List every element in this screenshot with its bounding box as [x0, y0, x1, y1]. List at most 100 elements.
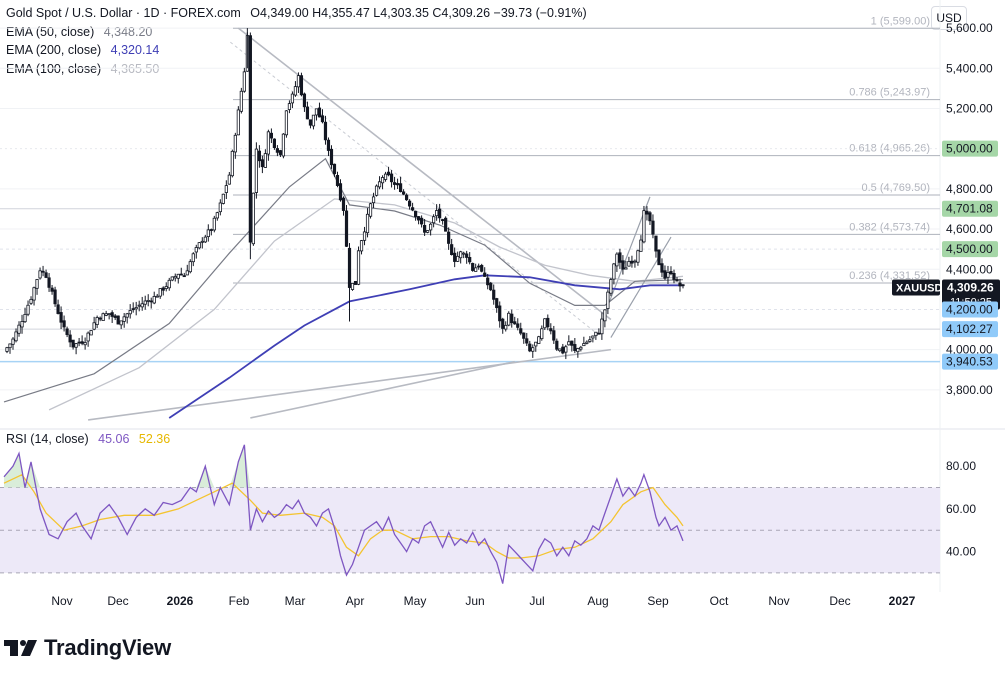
candle — [71, 339, 75, 350]
candle-body — [188, 261, 192, 273]
candle — [645, 206, 649, 221]
candle-body — [17, 324, 21, 334]
candle-body — [257, 150, 261, 162]
candle — [233, 132, 237, 159]
candle-body — [194, 247, 198, 253]
candle — [104, 310, 108, 317]
candle-body — [474, 267, 478, 272]
candle-body — [374, 185, 379, 196]
candle-body — [371, 196, 376, 204]
candle-body — [308, 119, 313, 126]
candle — [377, 176, 382, 190]
price-tick-label: 4,800.00 — [946, 182, 993, 196]
candle-body — [365, 213, 370, 234]
symbol-title[interactable]: Gold Spot / U.S. Dollar · 1D · FOREX.com — [6, 6, 241, 20]
candle-body — [149, 300, 153, 303]
candle-body — [576, 348, 580, 353]
candle — [77, 337, 81, 347]
candle — [65, 326, 69, 338]
candle — [374, 184, 379, 197]
candle — [113, 313, 117, 321]
candle-body — [615, 253, 619, 267]
candle-body — [513, 321, 517, 325]
candle-body — [242, 71, 246, 92]
candle-body — [507, 312, 511, 326]
candle-body — [501, 318, 505, 329]
candle — [140, 296, 144, 311]
candle — [305, 101, 310, 120]
candle — [528, 340, 532, 353]
candle — [639, 235, 643, 252]
candle — [417, 215, 421, 225]
candle-body — [305, 106, 310, 120]
candle-body — [260, 159, 264, 168]
candle — [5, 346, 9, 354]
candle — [176, 273, 180, 284]
fib-level-label: 0.236 (4,331.52) — [849, 270, 930, 282]
candle-body — [50, 287, 54, 292]
candle — [47, 273, 51, 292]
candle-body — [59, 312, 63, 323]
candle — [149, 297, 153, 309]
candle-body — [642, 210, 646, 243]
candle-body — [101, 313, 105, 321]
candle — [669, 266, 673, 276]
candle-body — [56, 304, 60, 314]
candle — [398, 176, 403, 193]
candle — [56, 299, 60, 315]
candle — [110, 310, 114, 323]
tradingview-logo-text: TradingView — [44, 635, 171, 660]
time-tick-label: Apr — [346, 594, 365, 608]
candle — [266, 129, 270, 161]
candle — [579, 345, 583, 352]
tradingview-logo[interactable]: TradingView — [4, 632, 171, 664]
candle — [474, 263, 478, 272]
candle-body — [14, 331, 18, 342]
currency-unit-button[interactable]: USD — [931, 6, 967, 30]
candle-body — [332, 163, 337, 175]
candle-body — [465, 253, 469, 258]
blue-price-tag-bg — [942, 353, 998, 370]
candle-body — [251, 192, 255, 245]
candle-body — [453, 252, 457, 262]
candle — [573, 338, 577, 354]
rsi-legend[interactable]: RSI (14, close) 45.06 52.36 — [6, 432, 170, 446]
candle — [519, 322, 523, 336]
candle — [269, 128, 273, 144]
candle-body — [618, 252, 622, 263]
candle-body — [407, 200, 412, 207]
candle — [404, 193, 409, 201]
candle — [576, 347, 580, 358]
candle-body — [567, 341, 571, 346]
candle — [332, 163, 337, 177]
candle — [251, 192, 255, 246]
candle-body — [666, 272, 670, 278]
candle — [426, 230, 430, 234]
candle — [549, 323, 553, 335]
candle — [359, 239, 364, 255]
candle — [317, 102, 322, 118]
candle — [290, 91, 295, 109]
candle — [386, 166, 391, 177]
candle-body — [510, 313, 514, 324]
candle-body — [362, 231, 367, 241]
candle — [666, 265, 670, 284]
ema-200-legend[interactable]: EMA (200, close) 4,320.14 — [6, 41, 587, 60]
symbol-tag-bg — [892, 279, 940, 296]
candle-body — [287, 103, 292, 110]
candle — [585, 340, 589, 345]
candle-body — [5, 347, 9, 352]
candle — [257, 145, 261, 168]
candle-body — [603, 309, 607, 322]
price-tick-label: 5,400.00 — [946, 61, 993, 75]
candle-body — [555, 340, 559, 350]
candle-body — [29, 298, 33, 304]
candle — [540, 325, 544, 341]
key-level-lines — [0, 148, 940, 330]
green-price-tag: 5,000.00 — [946, 142, 993, 156]
candle-body — [221, 193, 225, 204]
candle-body — [239, 90, 243, 112]
candle-body — [191, 253, 195, 263]
candle — [212, 215, 216, 233]
